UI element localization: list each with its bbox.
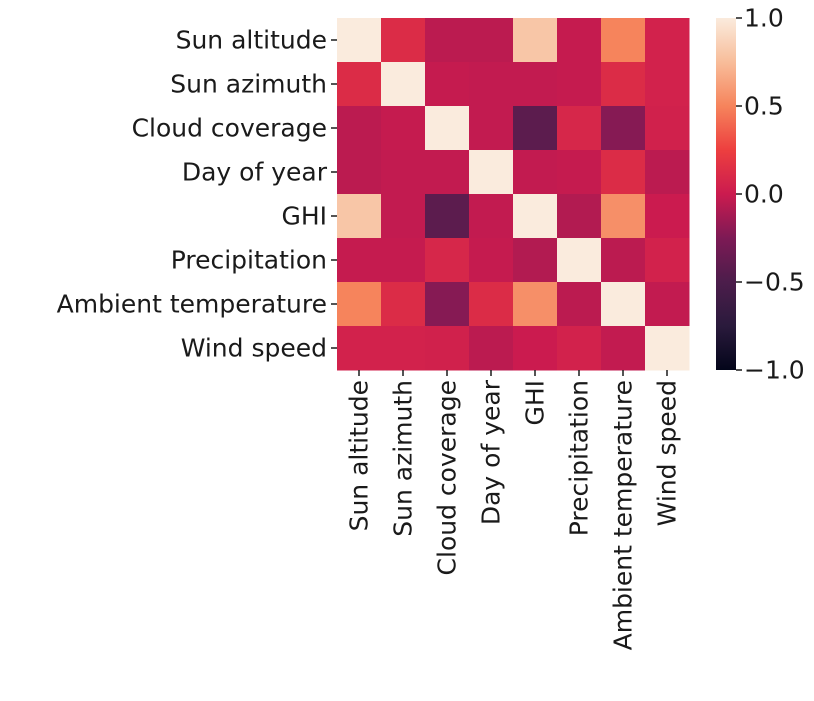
heatmap-cell-wind-speed--ambient-temperature	[601, 326, 646, 371]
heatmap-cell-sun-azimuth--cloud-coverage	[425, 62, 470, 107]
heatmap-cell-wind-speed--wind-speed	[645, 326, 690, 371]
heatmap-cell-ghi--precipitation	[557, 194, 602, 239]
heatmap-cell-cloud-coverage--cloud-coverage	[425, 106, 470, 151]
column-label-precipitation: Precipitation	[565, 380, 594, 536]
heatmap-cell-precipitation--ambient-temperature	[601, 238, 646, 283]
heatmap-cell-day-of-year--sun-altitude	[337, 150, 382, 195]
column-label-cloud-coverage: Cloud coverage	[433, 380, 462, 575]
heatmap-cell-day-of-year--ghi	[513, 150, 558, 195]
heatmap-cell-sun-azimuth--ghi	[513, 62, 558, 107]
heatmap-cell-precipitation--wind-speed	[645, 238, 690, 283]
heatmap-cell-ambient-temperature--ghi	[513, 282, 558, 327]
heatmap-cell-wind-speed--ghi	[513, 326, 558, 371]
colorbar-ticks: 1.0 0.5 0.0 −0.5 −1.0	[736, 4, 805, 385]
heatmap-cell-day-of-year--ambient-temperature	[601, 150, 646, 195]
row-label-cloud-coverage: Cloud coverage	[132, 114, 327, 143]
heatmap-cell-sun-altitude--sun-altitude	[337, 18, 382, 63]
heatmap-cell-wind-speed--cloud-coverage	[425, 326, 470, 371]
heatmap-cell-sun-azimuth--precipitation	[557, 62, 602, 107]
heatmap-cell-ghi--sun-altitude	[337, 194, 382, 239]
heatmap-cell-cloud-coverage--precipitation	[557, 106, 602, 151]
heatmap-cell-sun-altitude--day-of-year	[469, 18, 514, 63]
heatmap-cell-precipitation--day-of-year	[469, 238, 514, 283]
colorbar-gradient	[716, 18, 736, 370]
colorbar-tick-label: 1.0	[744, 4, 784, 33]
heatmap-cell-sun-altitude--sun-azimuth	[381, 18, 426, 63]
heatmap-cells	[337, 18, 690, 371]
heatmap-cell-sun-altitude--precipitation	[557, 18, 602, 63]
column-label-wind-speed: Wind speed	[653, 380, 682, 526]
row-label-ambient-temperature: Ambient temperature	[57, 290, 327, 319]
row-label-wind-speed: Wind speed	[181, 334, 327, 363]
heatmap-cell-ambient-temperature--cloud-coverage	[425, 282, 470, 327]
heatmap-cell-sun-azimuth--day-of-year	[469, 62, 514, 107]
row-labels: Sun altitude Sun azimuth Cloud coverage Day…	[57, 26, 337, 363]
heatmap-cell-ambient-temperature--precipitation	[557, 282, 602, 327]
column-label-day-of-year: Day of year	[477, 379, 506, 525]
column-label-ghi: GHI	[521, 380, 550, 426]
heatmap-cell-day-of-year--cloud-coverage	[425, 150, 470, 195]
colorbar-tick-label: 0.5	[744, 92, 784, 121]
column-label-ambient-temperature: Ambient temperature	[609, 380, 638, 650]
heatmap-cell-ambient-temperature--ambient-temperature	[601, 282, 646, 327]
heatmap-cell-sun-azimuth--sun-altitude	[337, 62, 382, 107]
heatmap-cell-day-of-year--wind-speed	[645, 150, 690, 195]
colorbar-tick-label: 0.0	[744, 180, 784, 209]
heatmap-cell-wind-speed--day-of-year	[469, 326, 514, 371]
heatmap-cell-ghi--ghi	[513, 194, 558, 239]
heatmap-cell-cloud-coverage--sun-altitude	[337, 106, 382, 151]
column-labels: Sun altitude Sun azimuth Cloud coverage Day…	[345, 370, 682, 650]
heatmap-cell-ambient-temperature--sun-azimuth	[381, 282, 426, 327]
heatmap-cell-day-of-year--sun-azimuth	[381, 150, 426, 195]
colorbar-tick-label: −1.0	[744, 356, 805, 385]
heatmap-cell-cloud-coverage--wind-speed	[645, 106, 690, 151]
heatmap-cell-ambient-temperature--day-of-year	[469, 282, 514, 327]
heatmap-cell-precipitation--sun-altitude	[337, 238, 382, 283]
heatmap-cell-cloud-coverage--ambient-temperature	[601, 106, 646, 151]
heatmap-cell-precipitation--precipitation	[557, 238, 602, 283]
heatmap-cell-ambient-temperature--sun-altitude	[337, 282, 382, 327]
row-label-day-of-year: Day of year	[182, 158, 328, 187]
heatmap-cell-sun-altitude--wind-speed	[645, 18, 690, 63]
heatmap-cell-ghi--day-of-year	[469, 194, 514, 239]
row-label-precipitation: Precipitation	[171, 246, 327, 275]
column-label-sun-azimuth: Sun azimuth	[389, 380, 418, 537]
row-label-sun-azimuth: Sun azimuth	[170, 70, 327, 99]
heatmap-cell-cloud-coverage--day-of-year	[469, 106, 514, 151]
heatmap-cell-precipitation--cloud-coverage	[425, 238, 470, 283]
heatmap-cell-sun-altitude--ghi	[513, 18, 558, 63]
heatmap-cell-ghi--wind-speed	[645, 194, 690, 239]
heatmap-cell-sun-azimuth--wind-speed	[645, 62, 690, 107]
heatmap-cell-wind-speed--sun-altitude	[337, 326, 382, 371]
heatmap-cell-sun-azimuth--ambient-temperature	[601, 62, 646, 107]
heatmap-cell-cloud-coverage--ghi	[513, 106, 558, 151]
row-label-sun-altitude: Sun altitude	[176, 26, 327, 55]
column-label-sun-altitude: Sun altitude	[345, 380, 374, 531]
colorbar-tick-label: −0.5	[744, 268, 805, 297]
heatmap-cell-wind-speed--sun-azimuth	[381, 326, 426, 371]
heatmap-cell-cloud-coverage--sun-azimuth	[381, 106, 426, 151]
heatmap-cell-ghi--ambient-temperature	[601, 194, 646, 239]
heatmap-cell-precipitation--ghi	[513, 238, 558, 283]
heatmap-cell-ambient-temperature--wind-speed	[645, 282, 690, 327]
heatmap-cell-wind-speed--precipitation	[557, 326, 602, 371]
heatmap-cell-sun-altitude--cloud-coverage	[425, 18, 470, 63]
row-label-ghi: GHI	[281, 202, 327, 231]
heatmap-cell-day-of-year--precipitation	[557, 150, 602, 195]
heatmap-cell-day-of-year--day-of-year	[469, 150, 514, 195]
heatmap-cell-precipitation--sun-azimuth	[381, 238, 426, 283]
heatmap-cell-ghi--cloud-coverage	[425, 194, 470, 239]
heatmap-cell-sun-altitude--ambient-temperature	[601, 18, 646, 63]
heatmap-cell-sun-azimuth--sun-azimuth	[381, 62, 426, 107]
heatmap-cell-ghi--sun-azimuth	[381, 194, 426, 239]
colorbar: 1.0 0.5 0.0 −0.5 −1.0	[716, 4, 805, 385]
